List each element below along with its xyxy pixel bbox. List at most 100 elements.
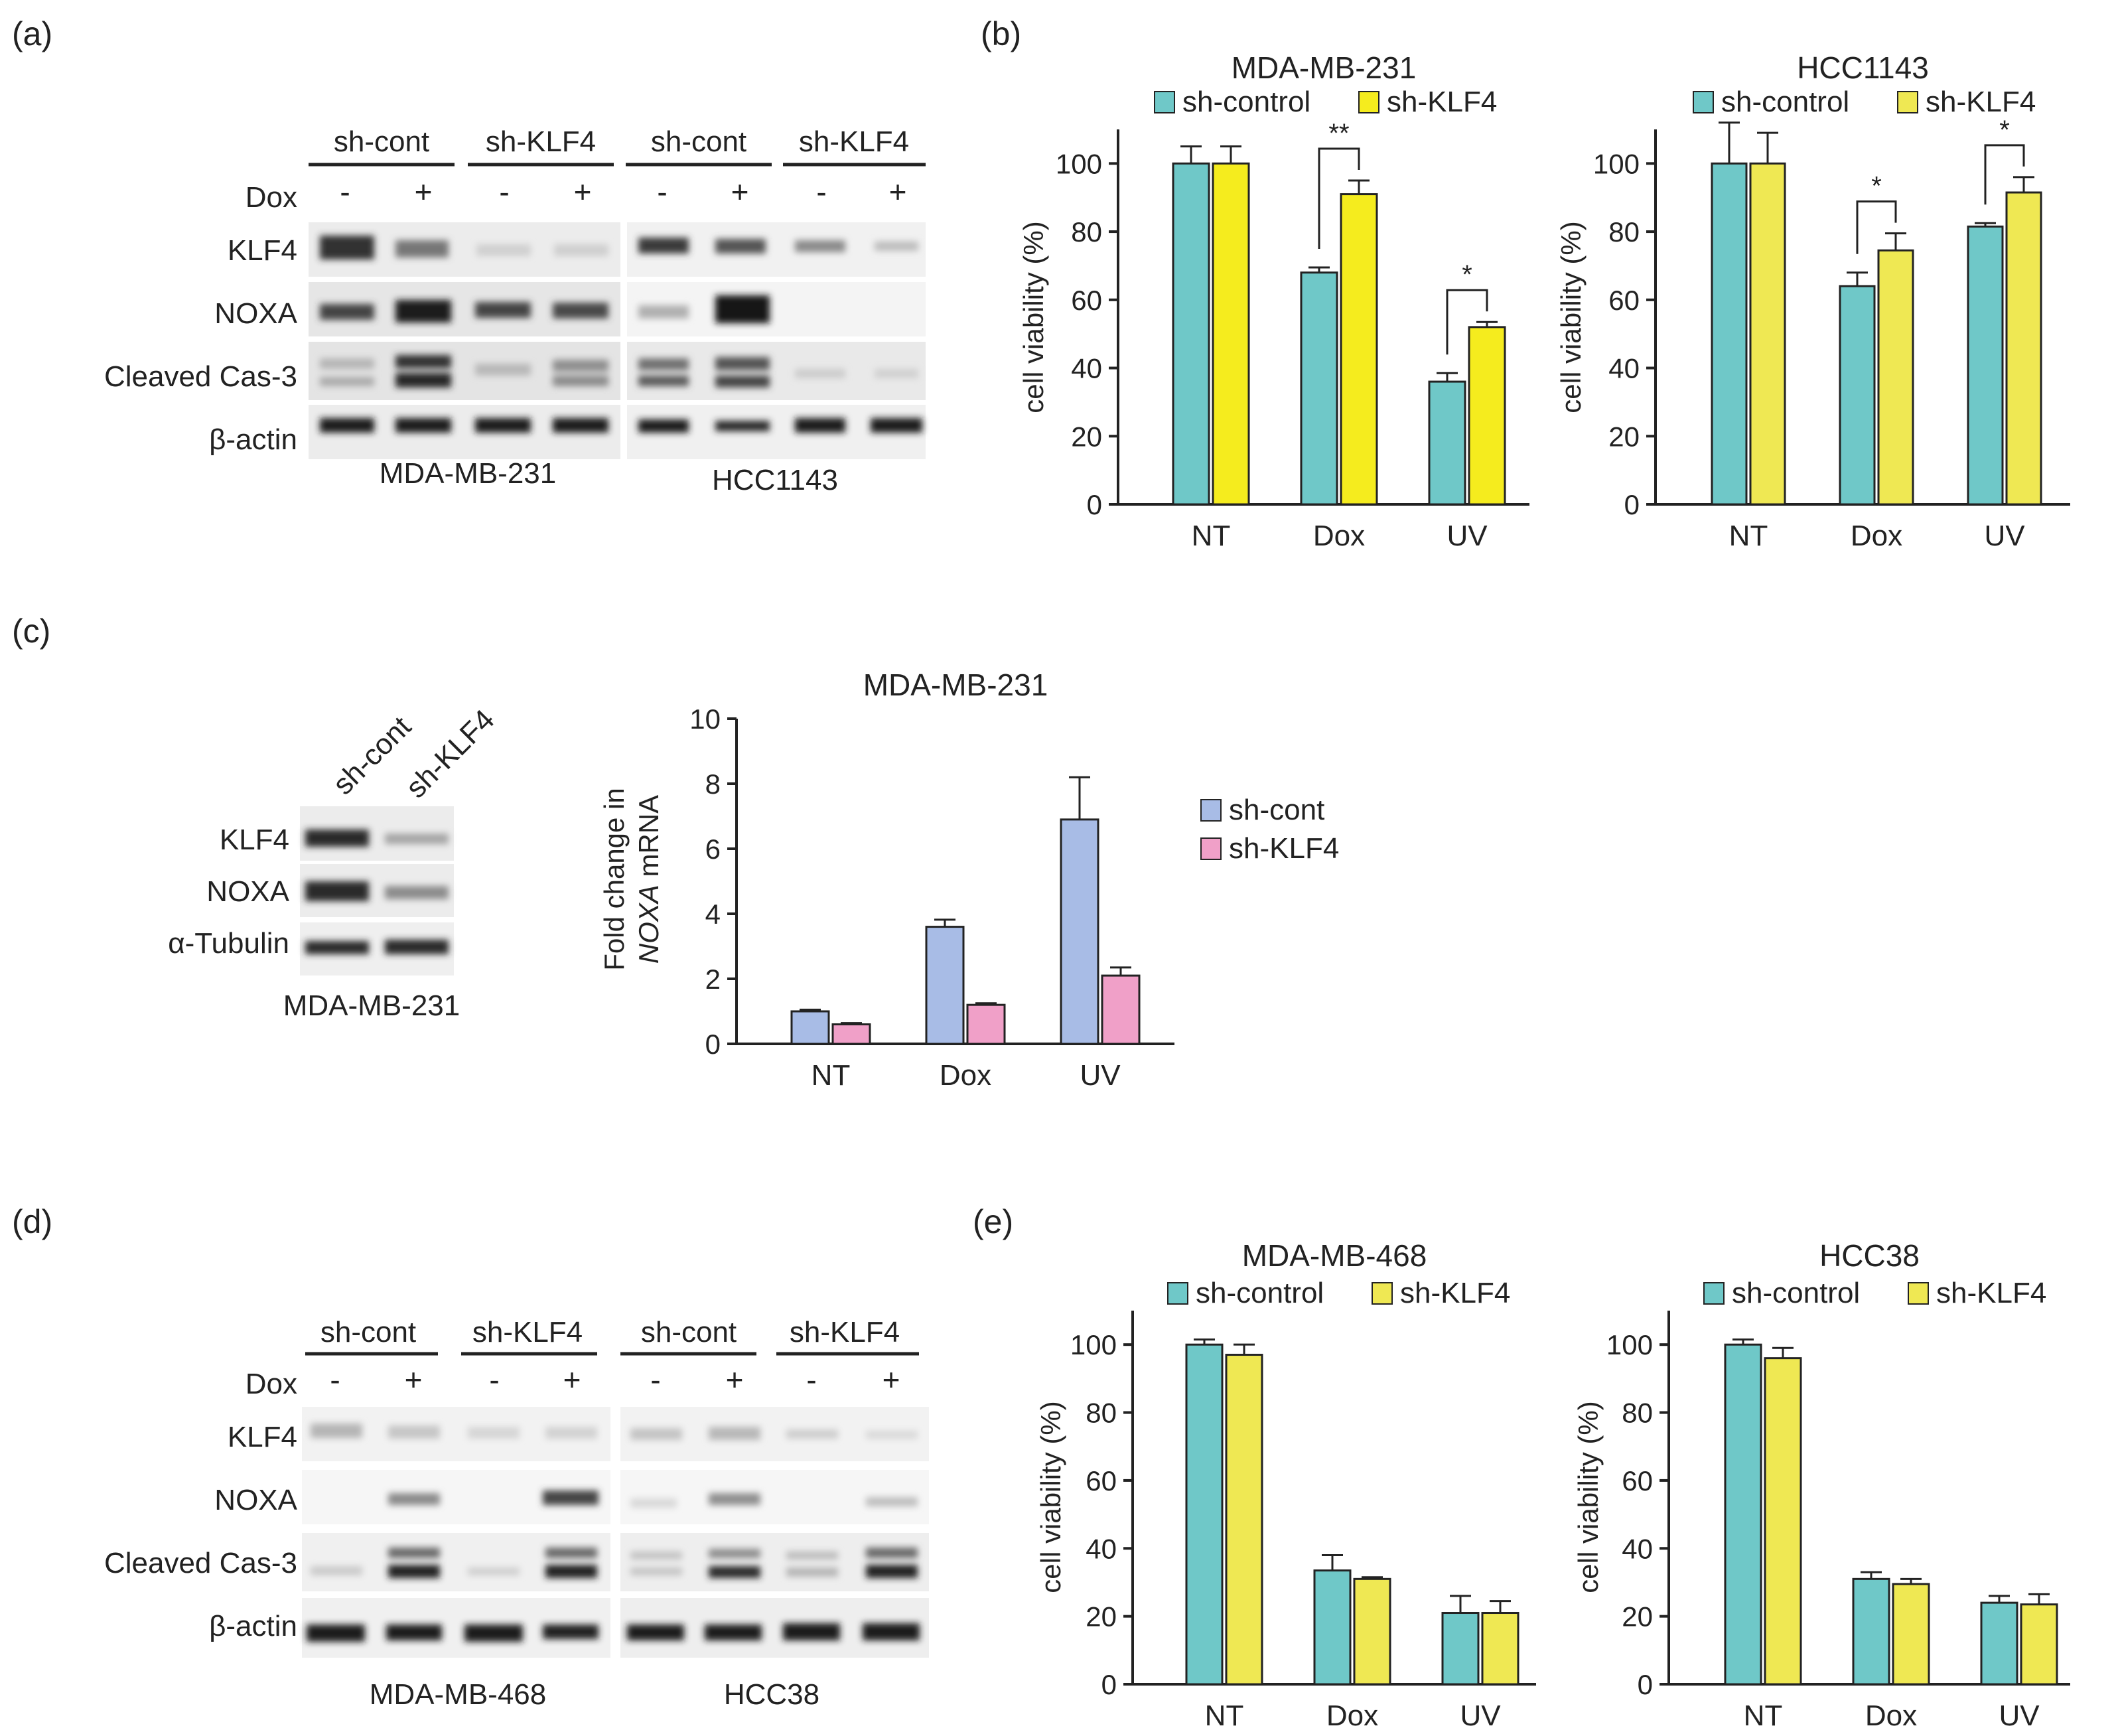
- panel-label-a: (a): [12, 15, 52, 52]
- b1-bar-sh-control-NT: [1172, 162, 1210, 506]
- blot-d-group-4: sh-KLF4: [790, 1316, 900, 1348]
- b2-y-tick-label-1: 20: [1608, 421, 1640, 452]
- blot-a-dox-6: +: [731, 175, 749, 209]
- c1-y-label-line2: NOXA mRNA: [633, 795, 664, 964]
- c1-x-tick-label-1: Dox: [940, 1059, 991, 1092]
- e1-legend-swatch-2: [1372, 1282, 1393, 1305]
- e1-bar-sh-KLF4-Dox: [1353, 1577, 1391, 1686]
- blot-d-dox-8: +: [882, 1362, 900, 1397]
- e2-y-tick-label-1: 20: [1622, 1601, 1653, 1632]
- b2-y-label: cell viability (%): [1555, 221, 1587, 413]
- e1-bar-sh-control-NT: [1185, 1343, 1224, 1686]
- c1-y-label-rest: mRNA: [633, 795, 664, 885]
- b2-bar-sh-KLF4-Dox: [1877, 249, 1914, 506]
- blot-c-row-noxa: NOXA: [206, 875, 289, 908]
- b1-bar-sh-KLF4-NT: [1212, 162, 1250, 506]
- blot-a-dox-1: -: [340, 175, 350, 209]
- e1-y-tick-label-0: 0: [1101, 1669, 1117, 1700]
- blot-a-cell-line-1: MDA-MB-231: [380, 457, 557, 490]
- b2-legend-swatch-2: [1897, 91, 1918, 113]
- c1-y-tick-label-4: 8: [705, 768, 721, 800]
- blot-d-dox-5: -: [650, 1362, 660, 1397]
- b2-bar-sh-KLF4-NT: [1749, 162, 1786, 506]
- b1-y-tick-label-2: 40: [1071, 353, 1102, 384]
- panel-label-c: (c): [12, 613, 50, 650]
- c1-legend-label-2: sh-KLF4: [1229, 832, 1339, 865]
- e2-x-tick-label-0: NT: [1744, 1700, 1783, 1732]
- b1-legend-swatch-2: [1358, 91, 1379, 113]
- b2-sig-bracket-0: [1856, 200, 1897, 254]
- b1-legend-label-1: sh-control: [1182, 86, 1310, 118]
- blot-a-row-cas3: Cleaved Cas-3: [104, 360, 297, 393]
- b2-legend-label-2: sh-KLF4: [1926, 86, 2036, 118]
- b1-sig-bracket-1: [1446, 289, 1488, 355]
- b1-y-tick-label-1: 20: [1071, 421, 1102, 452]
- e1-legend-label-2: sh-KLF4: [1400, 1277, 1510, 1309]
- blot-a: sh-cont sh-KLF4 sh-cont sh-KLF4 Dox - + …: [104, 125, 926, 496]
- blot-d-row-actin: β-actin: [209, 1610, 297, 1642]
- e2-legend-swatch-2: [1908, 1282, 1929, 1305]
- c1-bar-sh-cont-NT: [790, 1010, 830, 1045]
- blot-d: sh-cont sh-KLF4 sh-cont sh-KLF4 Dox - + …: [104, 1316, 929, 1711]
- e1-y-tick-label-4: 80: [1086, 1398, 1117, 1429]
- blot-d-group-1: sh-cont: [320, 1316, 416, 1348]
- e2-y-tick-label-0: 0: [1638, 1669, 1653, 1700]
- c1-y-tick-label-5: 10: [689, 703, 721, 735]
- blot-c: sh-cont sh-KLF4 KLF4 NOXA α-Tubulin MDA-…: [168, 703, 500, 1022]
- b1-bar-sh-control-Dox: [1300, 271, 1338, 506]
- e1-y-tick-label-5: 100: [1070, 1329, 1117, 1360]
- b2-legend-swatch-1: [1693, 91, 1714, 113]
- blot-a-group-2: sh-KLF4: [486, 125, 596, 158]
- e1-title: MDA-MB-468: [1242, 1238, 1427, 1273]
- blot-d-dox-2: +: [405, 1362, 423, 1397]
- b1-legend-label-2: sh-KLF4: [1387, 86, 1497, 118]
- b1-x-tick-label-0: NT: [1192, 520, 1231, 552]
- blot-d-dox-6: +: [726, 1362, 744, 1397]
- e1-y-label: cell viability (%): [1035, 1401, 1066, 1593]
- b2-x-tick-label-2: UV: [1984, 520, 2025, 552]
- c1-y-tick-label-0: 0: [705, 1029, 721, 1060]
- blot-a-group-3: sh-cont: [651, 125, 746, 158]
- b1-y-tick-label-5: 100: [1056, 148, 1102, 179]
- blot-d-dox-label: Dox: [246, 1368, 297, 1400]
- blot-a-group-1: sh-cont: [334, 125, 429, 158]
- b2-title: HCC1143: [1797, 50, 1929, 85]
- b1-title: MDA-MB-231: [1232, 50, 1417, 85]
- e2-y-tick-label-5: 100: [1606, 1329, 1653, 1360]
- blot-d-cell-line-1: MDA-MB-468: [370, 1678, 547, 1711]
- b2-y-tick-label-3: 60: [1608, 285, 1640, 316]
- blot-d-dox-3: -: [489, 1362, 499, 1397]
- b1-sig-label-1: *: [1462, 260, 1472, 289]
- e2-bar-sh-control-UV: [1980, 1601, 2018, 1686]
- blot-a-dox-5: -: [657, 175, 667, 209]
- b1-y-tick-label-0: 0: [1087, 489, 1102, 520]
- e1-y-tick-label-3: 60: [1086, 1465, 1117, 1496]
- e2-legend-label-2: sh-KLF4: [1936, 1277, 2046, 1309]
- b2-legend-label-1: sh-control: [1721, 86, 1849, 118]
- b2-bar-sh-control-NT: [1711, 162, 1748, 506]
- b1-bar-sh-KLF4-Dox: [1340, 193, 1378, 506]
- blot-c-row-klf4: KLF4: [220, 824, 289, 856]
- blot-c-cell-line: MDA-MB-231: [283, 989, 460, 1022]
- e1-bar-sh-control-Dox: [1313, 1569, 1352, 1686]
- e1-x-tick-label-2: UV: [1460, 1700, 1501, 1732]
- blot-d-row-cas3: Cleaved Cas-3: [104, 1547, 297, 1579]
- b2-x-tick-label-1: Dox: [1851, 520, 1902, 552]
- blot-c-group-1: sh-cont: [326, 710, 417, 801]
- b2-sig-label-0: *: [1871, 172, 1882, 201]
- c1-bar-sh-KLF4-NT: [831, 1023, 871, 1045]
- panel-label-e: (e): [973, 1203, 1013, 1240]
- blot-a-row-actin: β-actin: [209, 423, 297, 456]
- e2-bar-sh-control-Dox: [1852, 1577, 1890, 1686]
- blot-d-row-noxa: NOXA: [214, 1484, 297, 1516]
- e1-legend-swatch-1: [1167, 1282, 1188, 1305]
- b2-sig-label-1: *: [1999, 115, 2010, 145]
- b1-sig-label-0: **: [1328, 119, 1349, 148]
- e1-y-tick-label-2: 40: [1086, 1533, 1117, 1564]
- panel-label-b: (b): [981, 15, 1021, 52]
- blot-a-dox-3: -: [499, 175, 509, 209]
- blot-a-row-noxa: NOXA: [214, 297, 297, 330]
- b1-bar-sh-KLF4-UV: [1468, 326, 1506, 506]
